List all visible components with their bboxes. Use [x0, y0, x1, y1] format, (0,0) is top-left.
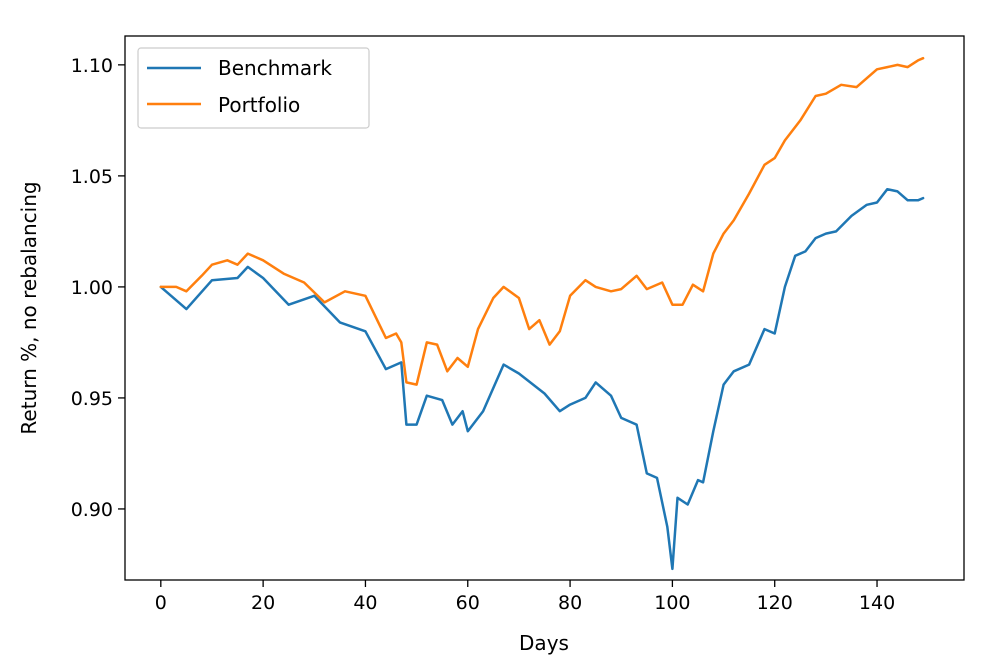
x-axis-label: Days	[519, 631, 569, 655]
plot-frame	[124, 35, 965, 581]
x-tick-label: 20	[251, 592, 275, 614]
y-tick-label: 1.10	[71, 55, 113, 77]
x-tick-label: 0	[155, 592, 167, 614]
y-tick-label: 1.05	[71, 166, 113, 188]
legend-label-benchmark: Benchmark	[218, 56, 332, 80]
series-line-benchmark	[159, 187, 925, 571]
legend-label-portfolio: Portfolio	[218, 93, 300, 117]
x-tick-label: 40	[353, 592, 377, 614]
x-axis: 0 20 40 60 80 100 120 140	[155, 580, 895, 614]
y-tick-label: 0.95	[71, 388, 113, 410]
x-tick-label: 60	[456, 592, 480, 614]
series-line-portfolio	[159, 56, 925, 386]
x-tick-label: 140	[859, 592, 895, 614]
y-tick-label: 1.00	[71, 277, 113, 299]
legend: Benchmark Portfolio	[137, 47, 370, 129]
y-axis-label: Return %, no rebalancing	[17, 181, 41, 434]
x-tick-label: 80	[558, 592, 582, 614]
series-layer	[159, 56, 925, 571]
x-tick-label: 120	[757, 592, 793, 614]
y-axis: 0.90 0.95 1.00 1.05 1.10	[71, 55, 125, 521]
x-tick-label: 100	[654, 592, 690, 614]
y-tick-label: 0.90	[71, 499, 113, 521]
